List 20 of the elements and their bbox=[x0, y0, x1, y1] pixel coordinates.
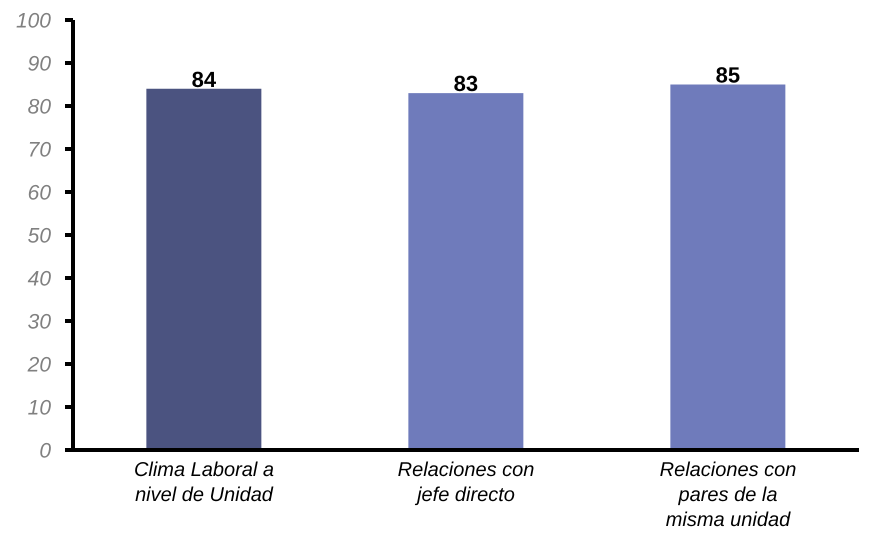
y-tick-label: 100 bbox=[16, 9, 52, 32]
bar bbox=[408, 93, 524, 450]
data-label: 83 bbox=[454, 71, 478, 96]
x-tick-label: Relaciones con jefe directo bbox=[398, 459, 534, 506]
bar bbox=[670, 84, 786, 450]
y-tick-label: 60 bbox=[28, 181, 52, 204]
x-tick-label: Relaciones con pares de la misma unidad bbox=[660, 459, 796, 531]
y-tick-label: 80 bbox=[28, 95, 52, 118]
y-tick-label: 30 bbox=[28, 310, 52, 334]
data-label: 84 bbox=[192, 66, 217, 92]
y-tick-label: 90 bbox=[28, 52, 52, 76]
bar bbox=[146, 88, 262, 450]
y-tick-label: 70 bbox=[28, 138, 52, 162]
y-tick-label: 50 bbox=[28, 224, 52, 248]
x-tick-label: Clima Laboral a nivel de Unidad bbox=[134, 459, 274, 506]
data-label: 85 bbox=[716, 62, 740, 88]
y-tick-label: 40 bbox=[28, 267, 52, 290]
y-tick-label: 0 bbox=[39, 439, 52, 462]
y-tick-label: 10 bbox=[28, 396, 52, 420]
y-tick-label: 20 bbox=[26, 353, 52, 376]
